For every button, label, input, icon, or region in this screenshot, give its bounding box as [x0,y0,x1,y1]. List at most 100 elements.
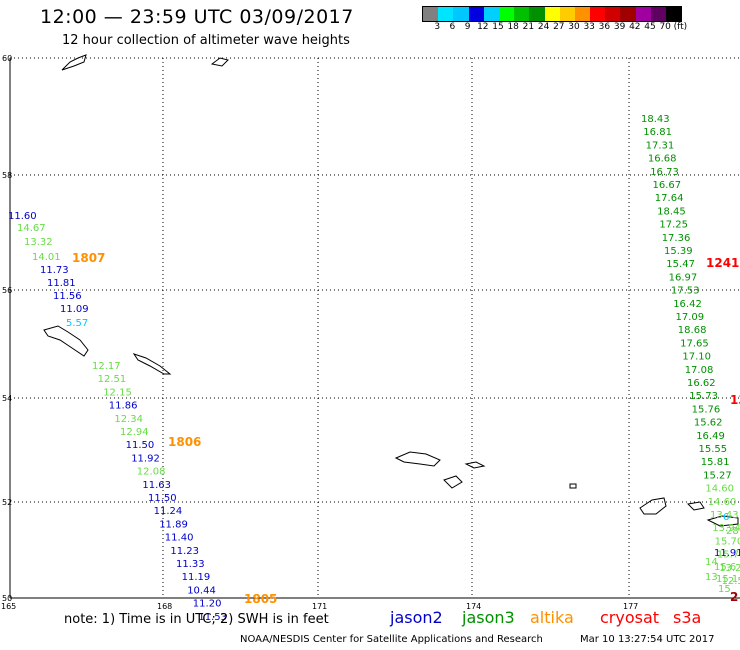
wave-height-label: 14.60 [705,484,734,495]
wave-height-label: 5.57 [66,318,88,329]
coastline-kamchatka [61,54,87,71]
wave-height-label: 14.67 [17,223,46,234]
pass-time-label: 13 [730,393,740,407]
scale-label: 24 [537,22,550,32]
lon-tick-label: 177 [623,602,638,611]
lon-tick-label: 168 [157,602,172,611]
scale-swatch [423,7,439,21]
wave-height-label: 17.10 [682,352,711,363]
wave-height-label: 18.45 [657,206,686,217]
coastline-islet [569,483,577,489]
coastlines [43,54,739,527]
pass-time-label: 1805 [244,592,277,606]
scale-label: 15 [492,22,504,32]
wave-height-label: 11.92 [131,453,160,464]
scale-swatch [605,7,621,21]
scale-swatch [529,7,545,21]
wave-height-label: 17.53 [671,286,700,297]
legend-altika: altika [530,608,574,627]
wave-height-label: 13 [705,572,718,583]
wave-height-label: 16.42 [673,299,702,310]
wave-height-label: 12.51 [722,576,740,587]
scale-label: 27 [553,22,565,32]
wave-height-label: 13.43 [710,510,739,521]
wave-height-label: 15.76 [692,404,721,415]
wave-height-label: 15.39 [664,246,693,257]
scale-swatch [635,7,651,21]
wave-height-label: 28 [726,526,739,537]
coastline-attu-island [394,451,441,467]
scale-swatch [514,7,530,21]
coastline-small-island [464,461,486,469]
credit-line: NOAA/NESDIS Center for Satellite Applica… [240,634,543,645]
legend-jason2: jason2 [390,608,443,627]
wave-height-label: 11.50 [148,493,177,504]
lon-tick-label: 165 [1,602,16,611]
wave-height-label: 14 [705,557,718,568]
page-subtitle: 12 hour collection of altimeter wave hei… [62,33,350,48]
scale-swatch [620,7,636,21]
footer-note: note: 1) Time is in UTC; 2) SWH is in fe… [64,612,329,627]
scale-label: 39 [613,22,626,32]
scale-label: 21 [522,22,535,32]
pass-time-label: 1241 [706,256,739,270]
wave-height-label: 11.33 [176,559,205,570]
generated-timestamp: Mar 10 13:27:54 UTC 2017 [580,634,715,645]
wave-height-label: 15.79 [717,550,740,561]
wave-height-label: 16.49 [696,431,725,442]
scale-label: 12 [477,22,489,32]
scale-swatch [650,7,666,21]
scale-swatch [544,7,560,21]
page-title: 12:00 — 23:59 UTC 03/09/2017 [40,6,354,28]
wave-height-label: 15.47 [666,259,695,270]
wave-height-label: 13.24 [719,563,740,574]
wave-height-label: 11.40 [165,533,194,544]
wave-height-label: 16.97 [669,272,698,283]
lon-tick-label: 174 [466,602,481,611]
scale-label: (ft) [673,22,688,32]
wave-height-label: 17.31 [646,140,675,151]
wave-height-label: 15.70 [715,536,740,547]
pass-time-label: 2 [730,590,738,604]
wave-height-label: 15 [718,584,731,595]
wave-height-label: 11.50 [126,440,155,451]
wave-height-label: 11.81 [47,278,76,289]
wave-height-label: 14.60 [708,497,737,508]
wave-height-label: 15.27 [703,470,732,481]
wave-height-label: 11.60 [8,211,37,222]
wave-height-label: 11.86 [109,401,138,412]
coastline-medny-island [132,353,172,375]
wave-height-label: 17.64 [655,193,684,204]
scale-label: 36 [598,22,611,32]
wave-height-label: 16.81 [643,127,672,138]
wave-height-label: 11.20 [193,599,222,610]
wave-height-label: 18.43 [641,114,670,125]
wave-height-label: 15.55 [699,444,728,455]
wave-height-label: 11.73 [40,265,69,276]
wave-height-label: 11.56 [53,291,82,302]
scale-swatch [498,7,515,21]
wave-height-label: 12.08 [137,467,166,478]
coastline-agattu-island [443,475,463,489]
wave-height-label: 16.73 [650,167,679,178]
legend-cryosat: cryosat [600,608,660,627]
coastline-kiska-island [639,497,667,515]
wave-height-label: 11.24 [154,506,183,517]
coastline-top-mid [210,57,229,67]
scale-swatch [438,7,454,21]
scale-swatch [666,7,682,21]
wave-height-label: 12.94 [120,427,149,438]
wave-height-label: 10.44 [187,585,216,596]
lat-tick-label: 56 [2,286,12,295]
wave-height-label: 16.62 [687,378,716,389]
wave-height-label: 11.89 [159,519,188,530]
wave-height-label: 17.25 [659,220,688,231]
wave-height-label: 14.01 [32,252,61,263]
wave-height-label: 15.1 [716,574,738,585]
wave-height-label: 12.51 [98,374,127,385]
wave-height-label: 17.08 [685,365,714,376]
wave-height-label: 15.73 [689,391,718,402]
scale-label: 42 [629,22,641,32]
